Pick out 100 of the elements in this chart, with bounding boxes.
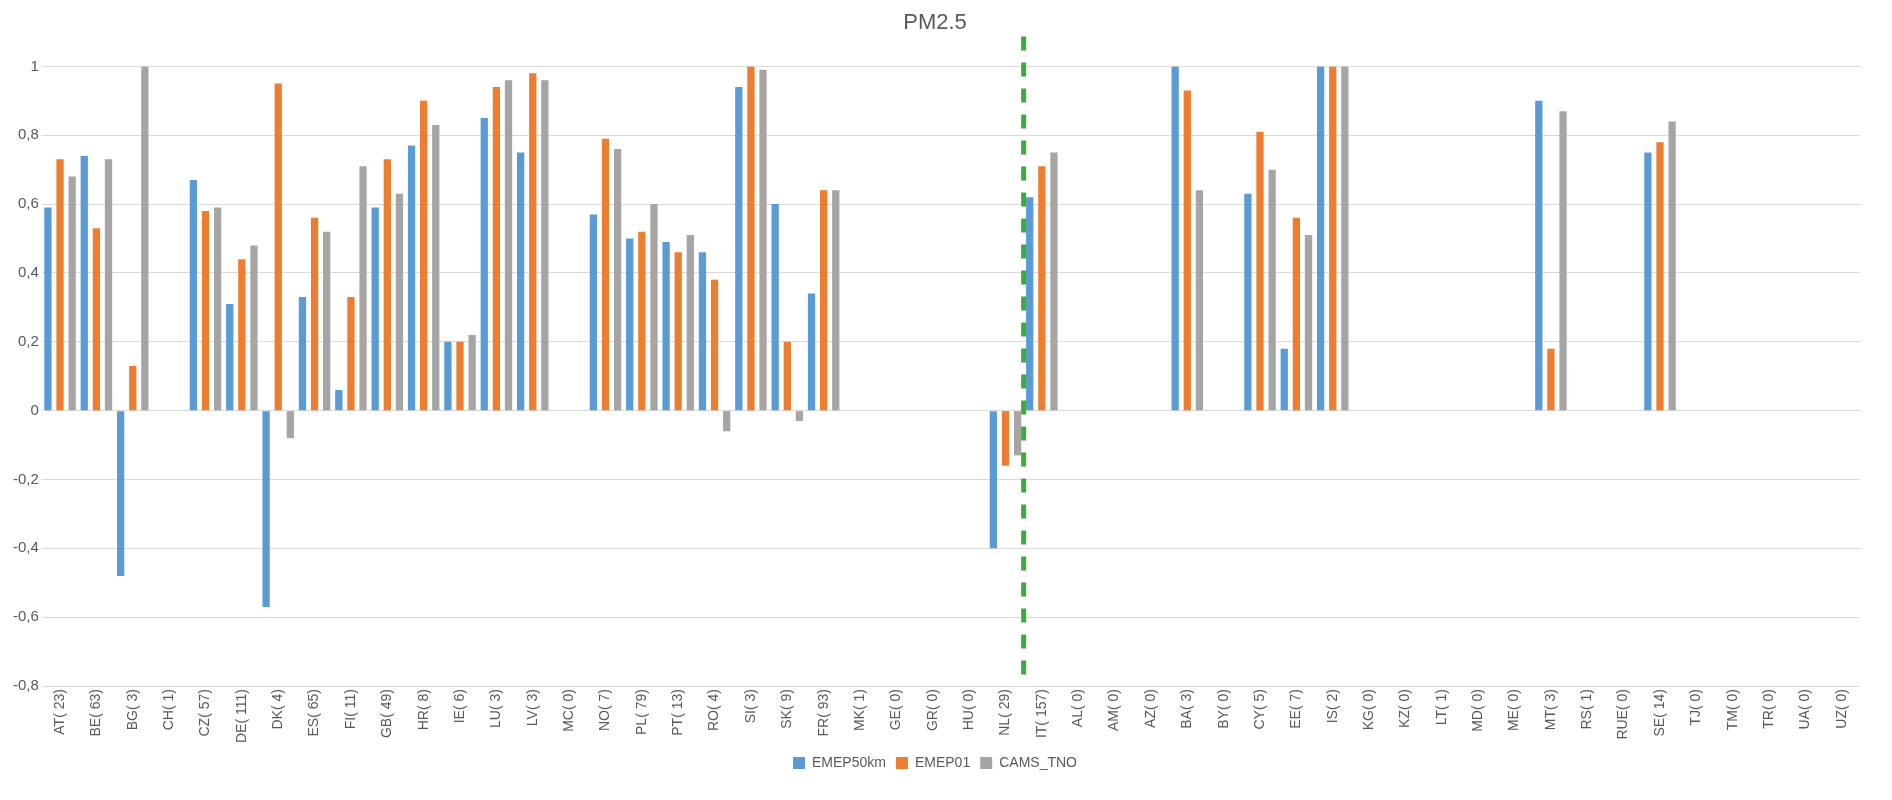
chart-title: PM2.5 <box>903 9 967 35</box>
bar <box>226 303 234 411</box>
bar <box>92 228 101 411</box>
bar <box>1256 131 1264 411</box>
bar <box>335 390 343 411</box>
x-tick-label: AT( 23) <box>50 689 67 735</box>
x-tick-label: TJ( 0) <box>1687 689 1704 726</box>
y-tick-label: -0,6 <box>12 607 39 625</box>
bar <box>286 411 294 439</box>
bar <box>323 231 331 411</box>
x-tick-label: MK( 1) <box>850 689 867 732</box>
x-tick-label: CZ( 57) <box>196 689 213 737</box>
legend-label: CAMS_TNO <box>999 753 1078 770</box>
bar <box>1013 411 1022 456</box>
bar <box>274 83 282 411</box>
bar <box>662 241 670 411</box>
legend-label: EMEP50km <box>812 753 886 770</box>
bar <box>601 138 610 411</box>
bar <box>1280 348 1288 411</box>
bar <box>1268 169 1276 411</box>
bar <box>529 73 537 411</box>
x-tick-label: BG( 3) <box>123 689 140 731</box>
x-tick-label: AZ( 0) <box>1141 689 1158 728</box>
bar <box>1559 111 1567 411</box>
bar <box>795 411 804 421</box>
x-tick-label: GR( 0) <box>923 689 940 732</box>
bar <box>759 69 767 411</box>
x-tick-label: LU( 3) <box>487 689 504 728</box>
y-tick-label: 0,8 <box>17 125 39 143</box>
bar <box>420 100 428 411</box>
bar <box>589 214 597 411</box>
bar <box>56 159 64 411</box>
y-tick-label: 0,4 <box>17 263 39 281</box>
legend-label: EMEP01 <box>914 753 971 770</box>
x-tick-label: MC( 0) <box>559 689 576 732</box>
x-tick-label: GE( 0) <box>887 689 904 731</box>
y-tick-label: -0,2 <box>12 469 39 487</box>
x-tick-label: LT( 1) <box>1432 689 1449 726</box>
bar <box>1656 142 1664 411</box>
bar <box>832 190 840 411</box>
bar <box>1329 66 1337 411</box>
bar <box>989 411 997 549</box>
x-tick-label: AL( 0) <box>1069 689 1086 728</box>
bar <box>432 124 440 411</box>
x-tick-label: IE( 6) <box>450 689 467 724</box>
x-tick-label: UA( 0) <box>1796 689 1813 730</box>
bar <box>1038 166 1046 411</box>
x-tick-label: RS( 1) <box>1578 689 1595 730</box>
x-tick-label: KZ( 0) <box>1396 689 1413 728</box>
x-tick-label: BY( 0) <box>1214 689 1231 729</box>
bar <box>1547 348 1555 411</box>
bar <box>516 152 525 411</box>
x-tick-label: DK( 4) <box>269 689 286 730</box>
bar <box>117 411 125 576</box>
bar <box>383 159 391 411</box>
x-tick-label: NO( 7) <box>596 689 613 732</box>
bar <box>407 145 416 411</box>
x-tick-label: TM( 0) <box>1723 689 1740 731</box>
x-tick-label: AM( 0) <box>1105 689 1122 732</box>
bar <box>1316 66 1325 411</box>
bar <box>735 87 743 411</box>
x-tick-label: RO( 4) <box>705 689 722 732</box>
x-tick-label: SI( 3) <box>741 689 758 724</box>
bar <box>807 293 816 411</box>
bar <box>686 235 694 411</box>
bar <box>250 245 258 411</box>
bar <box>626 238 634 411</box>
bar <box>541 80 549 411</box>
bar <box>504 80 513 411</box>
bar <box>650 204 658 411</box>
bar <box>492 87 501 411</box>
bar <box>698 252 707 411</box>
bar <box>104 159 113 411</box>
bar <box>1183 90 1191 411</box>
x-tick-label: CH( 1) <box>159 689 176 731</box>
x-tick-label: IS( 2) <box>1323 689 1340 724</box>
bar <box>820 190 828 411</box>
x-tick-label: MD( 0) <box>1469 689 1486 732</box>
y-tick-label: 0,2 <box>17 331 39 349</box>
bar <box>1292 217 1301 411</box>
x-tick-label: FI( 11) <box>341 689 358 730</box>
x-tick-label: ME( 0) <box>1505 689 1522 732</box>
x-tick-label: BA( 3) <box>1178 689 1195 729</box>
y-tick-label: 0 <box>30 400 39 418</box>
bar <box>1304 235 1313 411</box>
y-tick-label: 1 <box>30 56 39 74</box>
bar <box>1644 152 1652 411</box>
bar <box>1195 190 1204 411</box>
x-tick-label: FR( 93) <box>814 689 831 737</box>
bar <box>468 334 476 411</box>
bar <box>1050 152 1058 411</box>
x-tick-label: SE( 14) <box>1650 689 1667 737</box>
x-tick-label: CY( 5) <box>1250 689 1267 730</box>
bar <box>710 279 719 411</box>
bar <box>1244 193 1252 411</box>
x-tick-label: MT( 3) <box>1541 689 1558 731</box>
bar <box>189 180 197 411</box>
x-tick-label: RUE( 0) <box>1614 689 1631 740</box>
bar <box>1001 411 1010 466</box>
bar <box>747 66 755 411</box>
